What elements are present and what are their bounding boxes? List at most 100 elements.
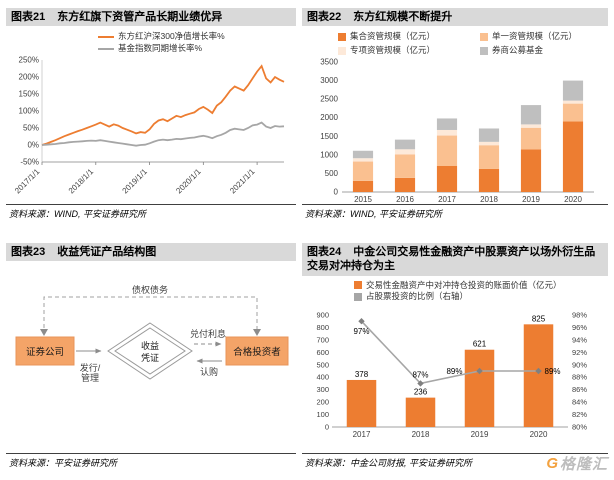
bar-segment: [436, 130, 458, 136]
left-axis-label: 900: [316, 310, 329, 319]
figure-21-tag: 图表21: [11, 11, 46, 23]
bar-segment: [478, 128, 500, 143]
issuer-box: [15, 336, 75, 366]
bar-segment: [520, 124, 542, 128]
legend-swatch: [338, 33, 346, 42]
figure-22-title: 东方红规模不断提升: [353, 11, 453, 23]
bar-segment: [394, 149, 416, 155]
legend-swatch: [338, 46, 346, 55]
figure-21-legend: 东方红沪深300净值增长率% 基金指数同期增长率%: [98, 31, 296, 54]
figure-24-title: 中金公司交易性金融资产中股票资产以场外衍生品交易对冲持仓为主: [307, 246, 596, 273]
figure-23-tag: 图表23: [11, 246, 46, 258]
line-series: [41, 121, 285, 147]
bar-value-label: 621: [473, 339, 487, 348]
y-axis-label: -50%: [20, 158, 39, 167]
legend-item: 专项资管规模（亿元）: [338, 45, 476, 56]
legend-item: 券商公募基金: [480, 45, 600, 56]
left-axis-label: 200: [316, 397, 329, 406]
y-axis-label: 1000: [320, 151, 338, 160]
y-axis-label: 2000: [320, 113, 338, 122]
bar-segment: [436, 118, 458, 131]
right-axis-label: 96%: [572, 322, 587, 331]
right-axis-label: 90%: [572, 360, 587, 369]
certificate-label-line2: 凭证: [141, 352, 159, 363]
figure-24-legend: 交易性金融资产中对冲持仓投资的账面价值（亿元） 占股票投资的比例（右轴）: [354, 280, 608, 303]
bar: [346, 379, 377, 427]
right-axis-label: 88%: [572, 372, 587, 381]
legend-item: 占股票投资的比例（右轴）: [354, 291, 468, 302]
bar-segment: [394, 154, 416, 179]
legend-swatch: [98, 47, 114, 50]
legend-item: 集合资管规模（亿元）: [338, 31, 476, 42]
bar-segment: [520, 149, 542, 193]
right-axis-label: 94%: [572, 335, 587, 344]
certificate-diamond-inner: [114, 327, 186, 375]
arrowhead-to-issuer: [40, 329, 48, 337]
bar: [405, 397, 436, 427]
left-axis-label: 300: [316, 385, 329, 394]
figure-21-title: 东方红旗下资管产品长期业绩优异: [57, 11, 223, 23]
figure-23-panel: 图表23 收益凭证产品结构图 债权债务 证券公司 发行/ 管理 收益 凭证 兑付利…: [6, 243, 296, 469]
x-axis-label: 2019: [471, 430, 489, 439]
y-axis-label: 100%: [19, 107, 39, 116]
investor-box: [225, 336, 289, 366]
bar-segment: [352, 158, 374, 162]
legend-item: 单一资管规模（亿元）: [480, 31, 600, 42]
figure-22-source: 资料来源：WIND, 平安证券研究所: [302, 204, 608, 220]
figure-24-tag: 图表24: [307, 246, 342, 258]
y-axis-label: 200%: [19, 73, 39, 82]
x-axis-label: 2019/1/1: [121, 167, 150, 196]
certificate-label-line1: 收益: [141, 340, 159, 351]
bar-segment: [478, 169, 500, 193]
bar-segment: [436, 135, 458, 167]
legend-swatch: [98, 36, 114, 39]
y-axis-label: 3000: [320, 76, 338, 85]
issue-label-line1: 发行/: [80, 362, 101, 373]
bar-segment: [352, 161, 374, 182]
bar-segment: [352, 151, 374, 159]
left-axis-label: 500: [316, 360, 329, 369]
legend-item: 基金指数同期增长率%: [98, 43, 202, 54]
bar-segment: [520, 127, 542, 150]
line-value-label: 87%: [412, 370, 428, 379]
line-series: [41, 64, 285, 147]
legend-swatch: [480, 33, 488, 42]
watermark-gelonghui: G 格隆汇: [546, 453, 608, 474]
left-axis-label: 600: [316, 347, 329, 356]
figure-21-header: 图表21 东方红旗下资管产品长期业绩优异: [6, 8, 296, 27]
figure-23-title: 收益凭证产品结构图: [57, 246, 157, 258]
bar: [464, 349, 495, 427]
bar-segment: [562, 100, 584, 104]
bar-segment: [562, 80, 584, 101]
x-axis-label: 2016: [396, 195, 414, 204]
right-axis-label: 86%: [572, 385, 587, 394]
figure-22-legend: 集合资管规模（亿元） 单一资管规模（亿元） 专项资管规模（亿元） 券商公募基金: [338, 31, 608, 56]
investor-label: 合格投资者: [233, 346, 281, 358]
left-axis-label: 400: [316, 372, 329, 381]
right-axis-label: 80%: [572, 422, 587, 431]
line-marker: [476, 367, 483, 374]
line-value-label: 89%: [545, 367, 561, 376]
figure-21-source: 资料来源：WIND, 平安证券研究所: [6, 204, 296, 220]
bar: [523, 323, 554, 427]
line-marker: [535, 367, 542, 374]
bar-line-chart-hedge-positions: 0 100 200 300 400 500 600 700 800 900 80% 82% 84% 86%…: [316, 310, 587, 439]
legend-swatch: [354, 292, 362, 301]
y-axis-label: 0: [334, 188, 339, 197]
gelonghui-logo-text: 格隆汇: [559, 456, 608, 473]
line-marker: [417, 379, 424, 387]
bar-value-label: 378: [355, 369, 369, 378]
legend-label: 基金指数同期增长率%: [118, 42, 203, 53]
legend-label: 交易性金融资产中对冲持仓投资的账面价值（亿元）: [366, 279, 562, 290]
issuer-label: 证券公司: [26, 346, 64, 358]
x-axis-label: 2020: [530, 430, 548, 439]
bar-segment: [478, 145, 500, 170]
bar-segment: [520, 105, 542, 125]
income-certificate-structure-diagram: 债权债务 证券公司 发行/ 管理 收益 凭证 兑付利息 认购 合格投资者: [15, 284, 289, 383]
x-axis-label: 2018: [412, 430, 430, 439]
line-value-label: 97%: [353, 327, 369, 336]
legend-label: 券商公募基金: [492, 44, 544, 55]
x-axis-label: 2020/1/1: [174, 167, 203, 196]
right-axis-label: 82%: [572, 410, 587, 419]
legend-item: 交易性金融资产中对冲持仓投资的账面价值（亿元）: [354, 280, 562, 291]
